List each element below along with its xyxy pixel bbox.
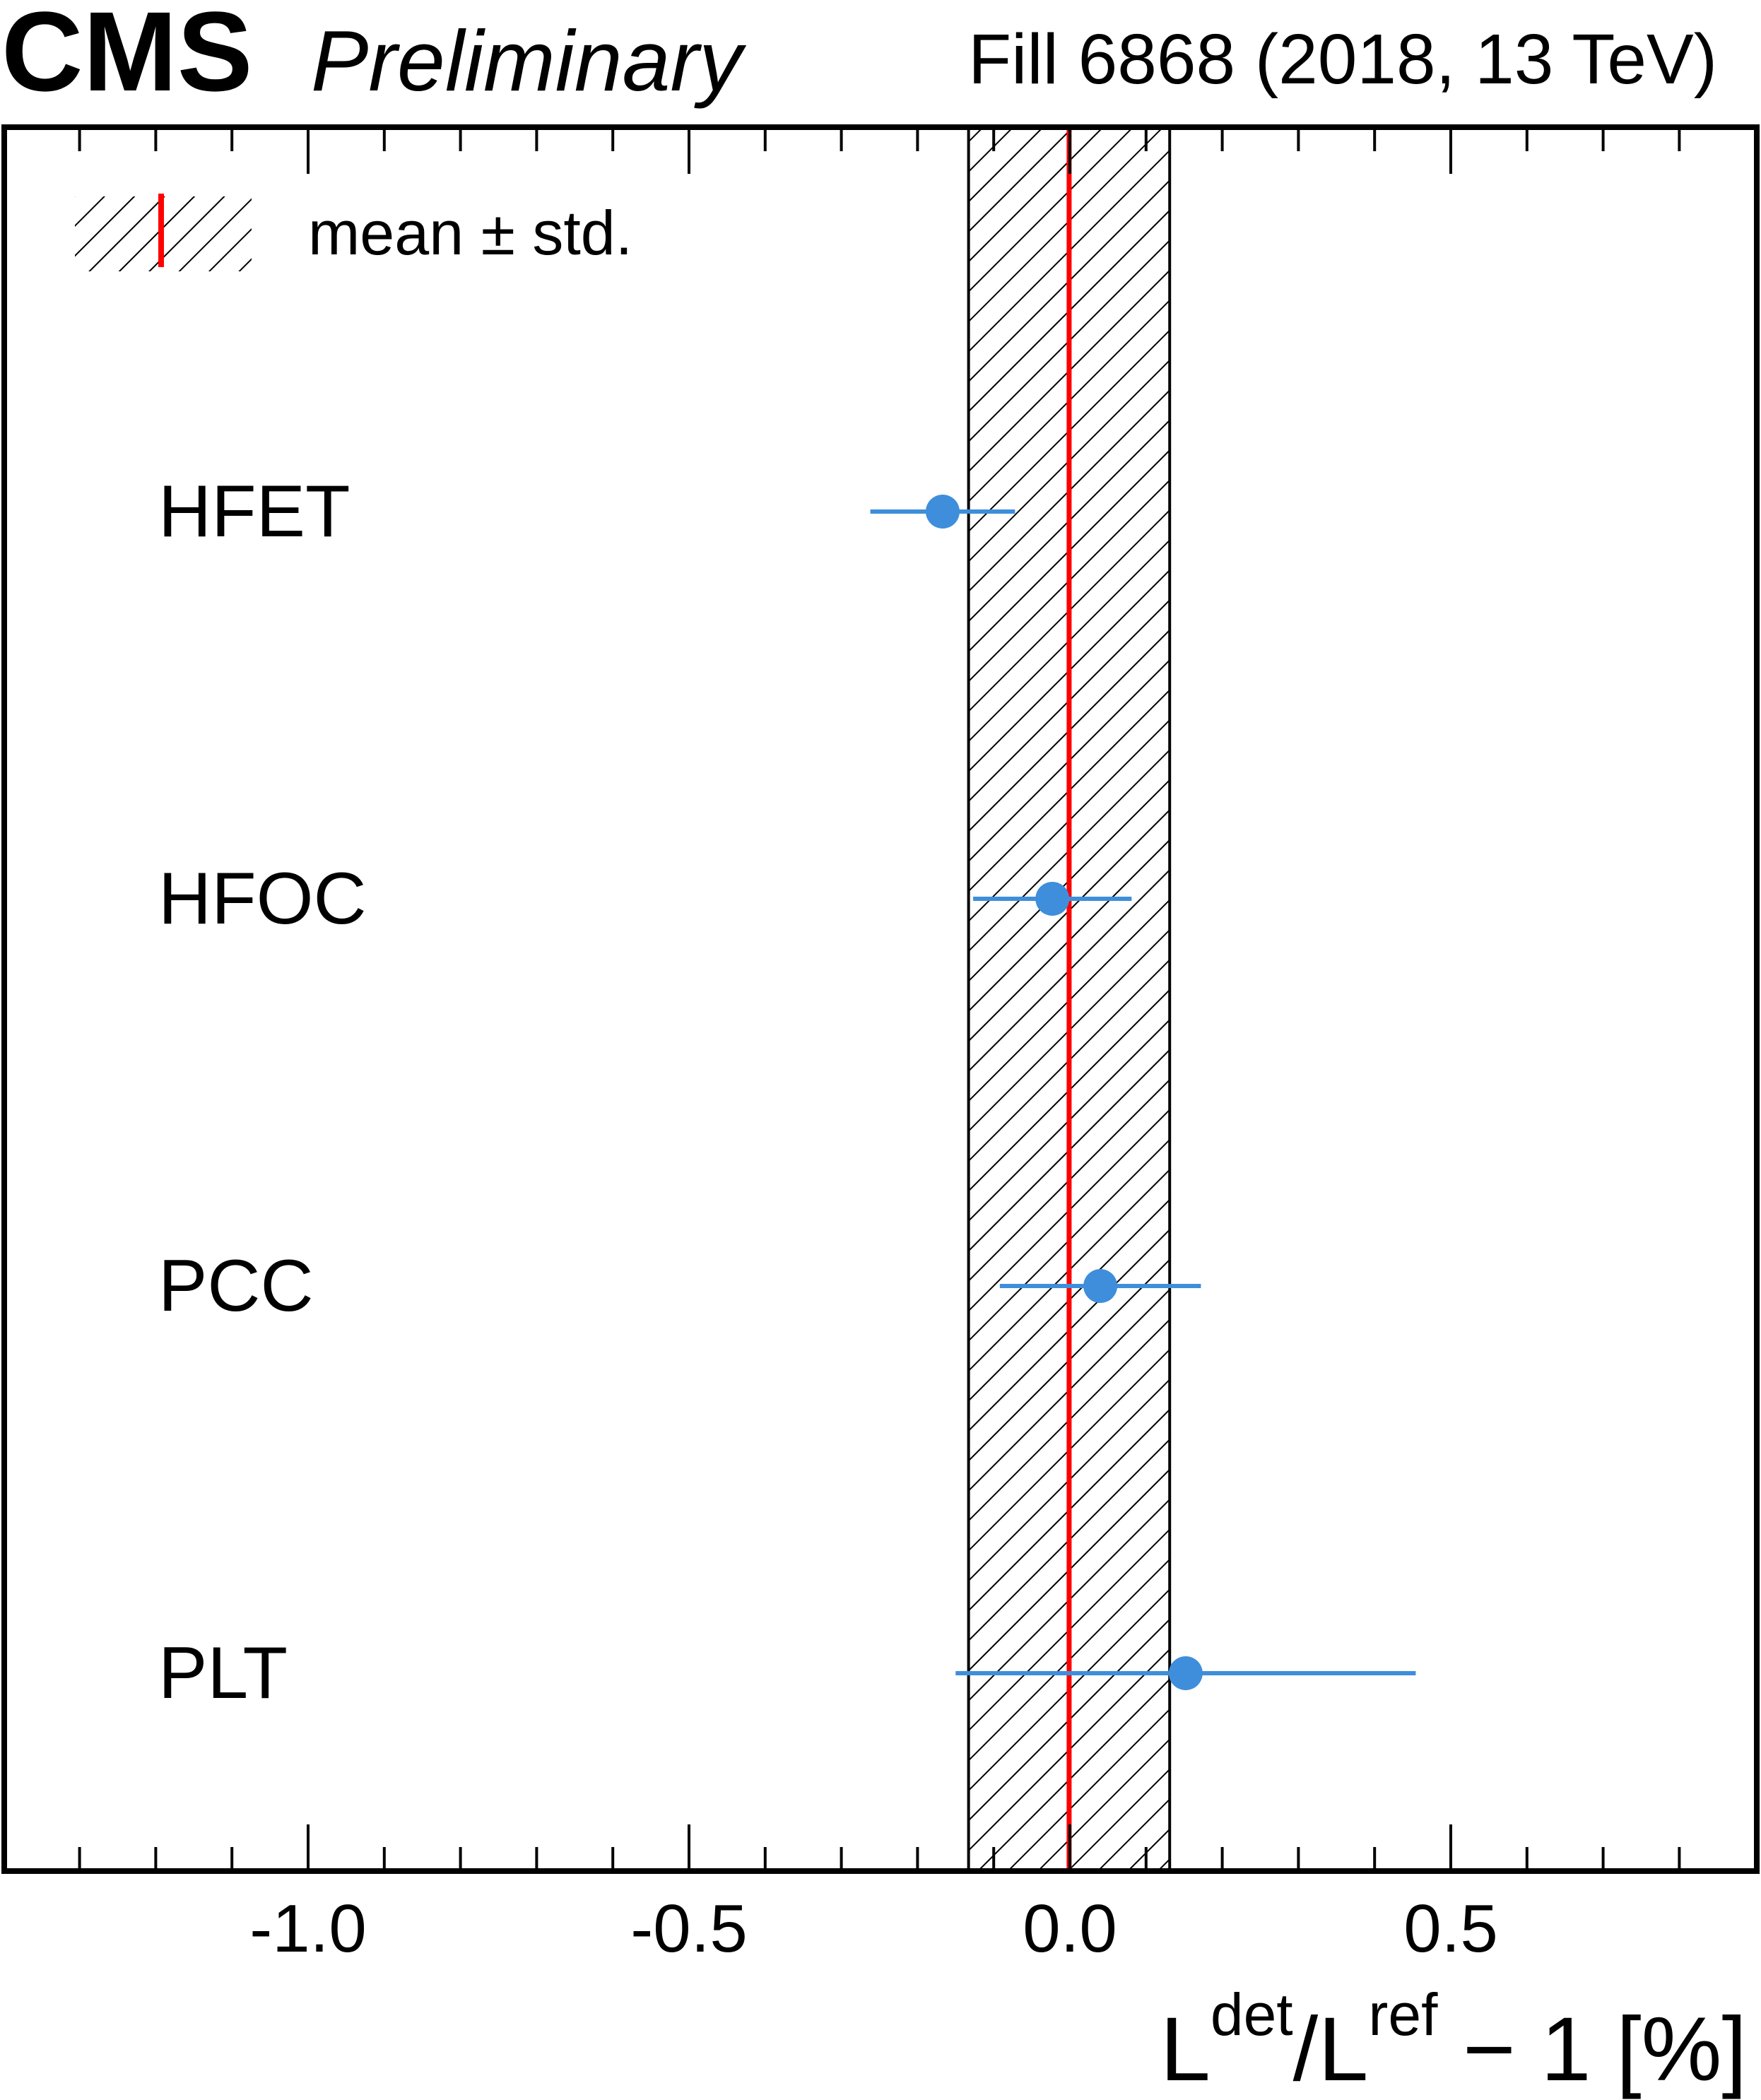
data-point-hfet bbox=[925, 495, 960, 529]
data-point-plt bbox=[1168, 1656, 1203, 1690]
x-axis-title-sup1: det bbox=[1211, 1981, 1293, 2048]
category-label-hfet: HFET bbox=[158, 471, 351, 553]
plot-frame bbox=[1, 124, 1760, 1874]
x-axis-title-base1: L bbox=[1160, 1999, 1211, 2100]
x-tick-label: 0.5 bbox=[1403, 1891, 1497, 1966]
category-label-pcc: PCC bbox=[158, 1245, 314, 1327]
category-label-plt: PLT bbox=[158, 1632, 288, 1714]
legend: mean ± std. bbox=[75, 194, 632, 271]
x-tick-label: 0.0 bbox=[1023, 1891, 1117, 1966]
data-point-hfoc bbox=[1035, 882, 1070, 916]
data-point-pcc bbox=[1083, 1269, 1118, 1303]
x-axis-title-base2: L bbox=[1318, 1999, 1368, 2100]
legend-label: mean ± std. bbox=[308, 198, 632, 268]
x-axis-title-tail: − 1 [%] bbox=[1437, 1999, 1747, 2100]
x-axis-title-sep: / bbox=[1293, 1999, 1319, 2100]
status-label: Preliminary bbox=[311, 13, 747, 109]
x-axis-title: Ldet/Lref − 1 [%] bbox=[1160, 1981, 1747, 2100]
run-info: Fill 6868 (2018, 13 TeV) bbox=[968, 20, 1717, 99]
plot-area: -1.0 -0.5 0.0 0.5 HFET HFOC PCC PLT bbox=[1, 127, 1757, 1966]
category-label-hfoc: HFOC bbox=[158, 858, 367, 940]
x-tick-label: -0.5 bbox=[630, 1891, 747, 1966]
x-tick-label: -1.0 bbox=[249, 1891, 366, 1966]
x-axis-title-sup2: ref bbox=[1368, 1981, 1438, 2048]
experiment-label: CMS bbox=[1, 0, 253, 114]
